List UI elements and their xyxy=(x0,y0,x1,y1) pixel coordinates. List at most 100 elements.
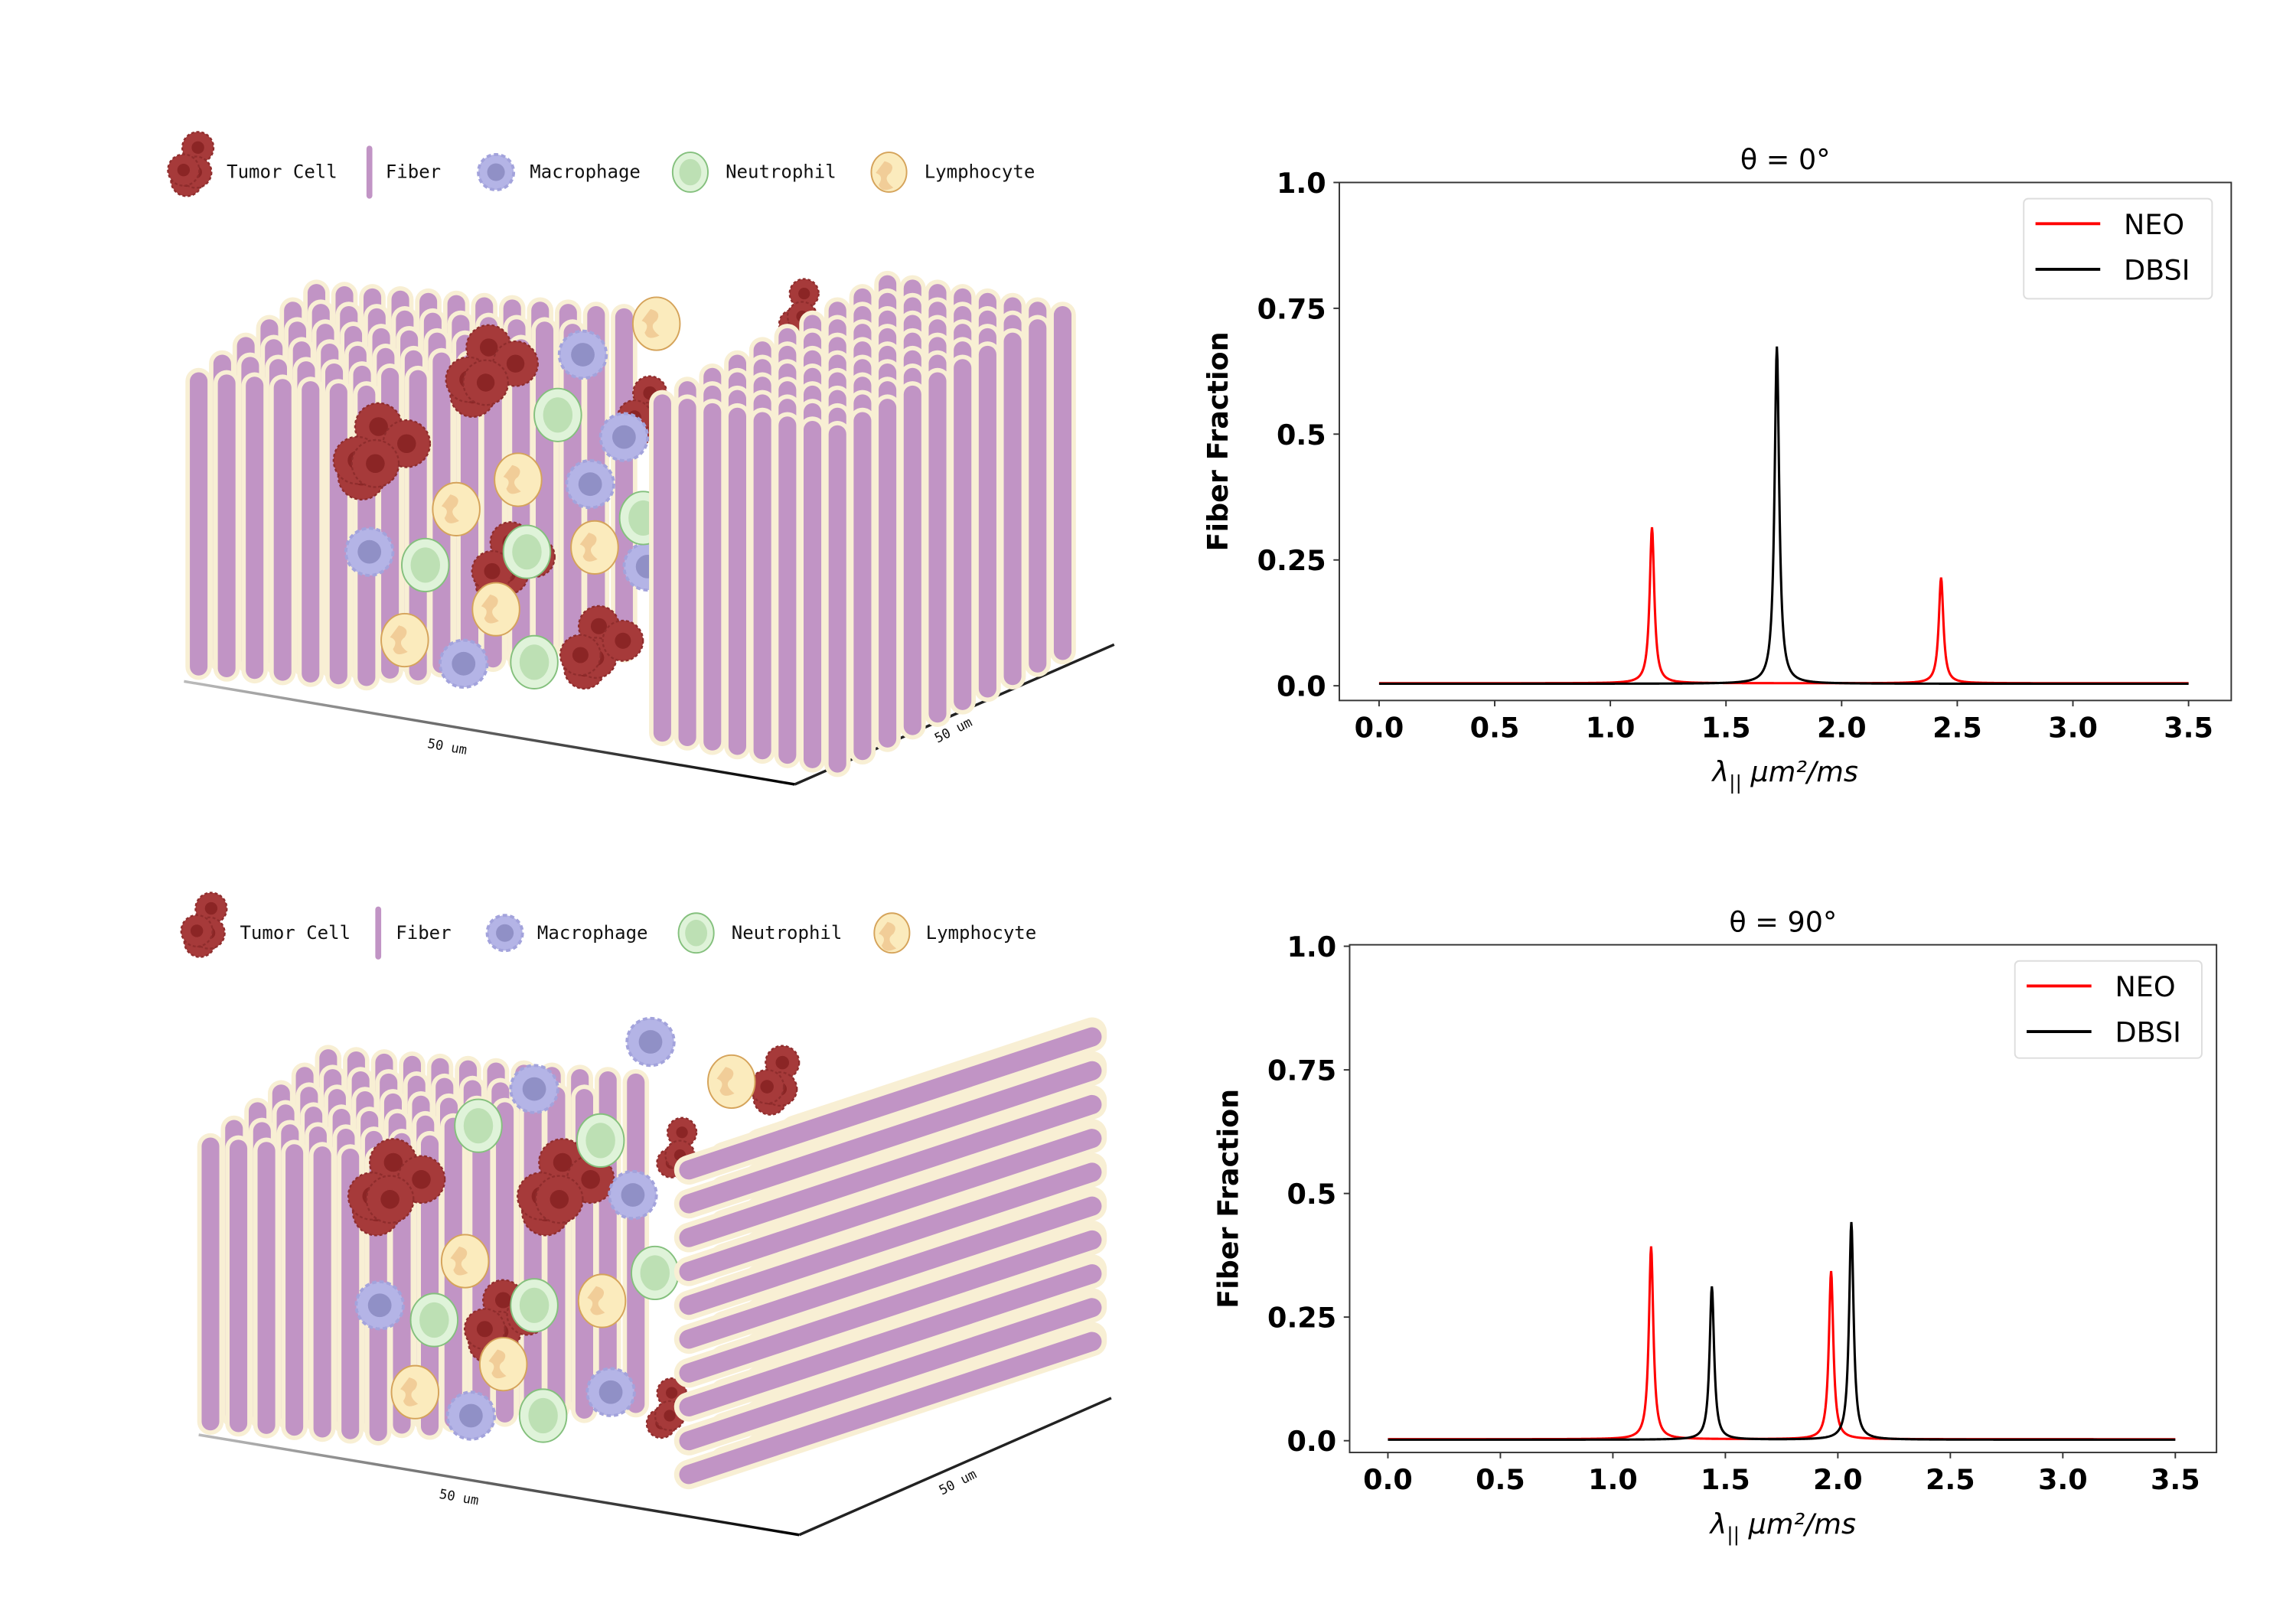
fiber-core xyxy=(679,1094,1102,1247)
lymphocyte-body xyxy=(577,1273,627,1328)
fiber-core xyxy=(285,1144,304,1436)
fiber xyxy=(673,1123,1107,1286)
x-tick-label: 2.0 xyxy=(1813,1463,1863,1496)
fiber-core xyxy=(246,376,264,680)
chart-theta-0: 0.0 0.5 1.0 1.5 2.0 2.5 3.0 3.5 0.0 0.25 0.5 0.75 1.… xyxy=(1202,143,2232,794)
floor-edge-x xyxy=(198,1433,800,1537)
neutrophil-nucleus xyxy=(640,1255,670,1291)
x-tick-label: 0.5 xyxy=(1476,1463,1525,1496)
tumor-cell-cluster xyxy=(749,1045,801,1116)
macrophage xyxy=(598,412,650,462)
lymphocyte xyxy=(380,612,429,668)
macrophage xyxy=(557,329,608,380)
tumor-cell-nucleus xyxy=(476,373,495,392)
fiber xyxy=(673,1191,1107,1354)
x-tick-label: 0.0 xyxy=(1355,711,1404,744)
legend-label-neo: NEO xyxy=(2124,208,2184,241)
fiber-core xyxy=(257,1142,276,1434)
chart-title: θ = 90° xyxy=(1729,905,1837,938)
scale-label-x: 50 um xyxy=(438,1487,480,1509)
y-axis-label: Fiber Fraction xyxy=(1202,331,1234,551)
fiber-core xyxy=(804,421,822,768)
macrophage xyxy=(625,1016,676,1068)
macrophage-nucleus xyxy=(571,343,595,367)
lymphocyte-nucleus xyxy=(390,625,408,654)
fiber-core xyxy=(679,1230,1102,1383)
lymphocyte xyxy=(870,152,908,193)
x-axis-label: λ|| μm²/ms xyxy=(1709,1508,1856,1546)
tumor-cell-cluster xyxy=(180,892,228,958)
fiber-core xyxy=(903,385,921,735)
chart-title: θ = 0° xyxy=(1740,143,1831,176)
tumor-cell-icon xyxy=(167,131,215,197)
plot-frame xyxy=(1349,944,2218,1454)
x-tick-label: 3.5 xyxy=(2151,1463,2200,1496)
macrophage-icon xyxy=(477,153,516,191)
fiber-core xyxy=(1053,306,1071,660)
x-tick-label: 2.5 xyxy=(1932,711,1982,744)
macrophage-nucleus xyxy=(357,539,382,564)
tumor-cell-nucleus xyxy=(397,434,416,454)
fiber-core xyxy=(679,1332,1102,1485)
macrophage-icon xyxy=(485,914,524,953)
lymphocyte-icon xyxy=(870,152,908,193)
fiber-bar xyxy=(375,906,382,960)
y-tick-label: 0.25 xyxy=(1257,544,1326,577)
macrophage-nucleus xyxy=(612,425,636,449)
y-tick-label: 1.0 xyxy=(1287,931,1336,963)
fiber xyxy=(748,407,776,764)
fiber xyxy=(673,1225,1107,1388)
x-axis-label-unit: μm²/ms xyxy=(1740,1508,1856,1540)
lymphocyte-nucleus xyxy=(716,1067,735,1096)
y-tick-label: 0.75 xyxy=(1257,292,1326,325)
fiber xyxy=(225,1135,252,1437)
fiber-core xyxy=(778,416,797,764)
fiber-core xyxy=(703,403,722,751)
fiber-core xyxy=(523,1104,542,1425)
tumor-cell-nucleus xyxy=(550,1190,569,1209)
fiber-core xyxy=(201,1137,220,1431)
legend-label-dbsi: DBSI xyxy=(2115,1016,2180,1049)
lymphocyte xyxy=(707,1054,756,1110)
tissue-illustration-parallel-fibers: Tumor Cell Fiber Macrophage Neutrophil Lymph… xyxy=(167,131,1115,786)
lymphocyte xyxy=(577,1273,627,1328)
neutrophil xyxy=(510,634,559,689)
fiber-core xyxy=(230,1139,248,1433)
x-tick-label: 0.0 xyxy=(1363,1463,1413,1496)
x-axis-label-symbol: λ xyxy=(1709,1508,1727,1540)
neutrophil-nucleus xyxy=(410,547,440,583)
tumor-cell-cluster xyxy=(347,1138,446,1237)
fiber-icon xyxy=(375,906,382,960)
y-tick-label: 0.5 xyxy=(1287,1178,1336,1211)
lymphocyte xyxy=(440,1234,490,1289)
tumor-cell-nucleus xyxy=(191,141,204,155)
tumor-cell-nucleus xyxy=(553,1152,572,1172)
fiber xyxy=(253,1137,280,1439)
fiber-core xyxy=(302,381,320,683)
fiber xyxy=(673,1157,1107,1320)
fiber-core xyxy=(679,1196,1102,1349)
neutrophil xyxy=(518,1388,568,1443)
legend-label-lymphocyte: Lymphocyte xyxy=(925,161,1035,183)
x-axis-label-subscript: || xyxy=(1729,771,1742,794)
fiber-core xyxy=(615,308,633,658)
neutrophil xyxy=(671,152,709,193)
fiber-core xyxy=(679,1298,1102,1451)
tumor-cell-nucleus xyxy=(760,1080,774,1094)
neutrophil-nucleus xyxy=(585,1123,615,1159)
tumor-cell-cluster xyxy=(445,324,539,418)
lymphocyte-body xyxy=(494,452,543,507)
macrophage-nucleus xyxy=(487,163,505,181)
lymphocyte-body xyxy=(390,1364,440,1420)
x-tick-label: 1.5 xyxy=(1701,711,1751,744)
fiber xyxy=(213,370,240,682)
fiber xyxy=(649,390,676,746)
tumor-cell-nucleus xyxy=(476,1321,493,1338)
fiber-core xyxy=(678,399,696,746)
fiber xyxy=(699,399,726,755)
lymphocyte xyxy=(631,296,681,351)
fiber xyxy=(673,1292,1107,1455)
floor-edge-y xyxy=(798,1397,1112,1537)
chart-theta-90: 0.0 0.5 1.0 1.5 2.0 2.5 3.0 3.5 0.0 0.25 0.5 0.75 1.… xyxy=(1212,905,2218,1546)
macrophage-nucleus xyxy=(638,1030,663,1054)
